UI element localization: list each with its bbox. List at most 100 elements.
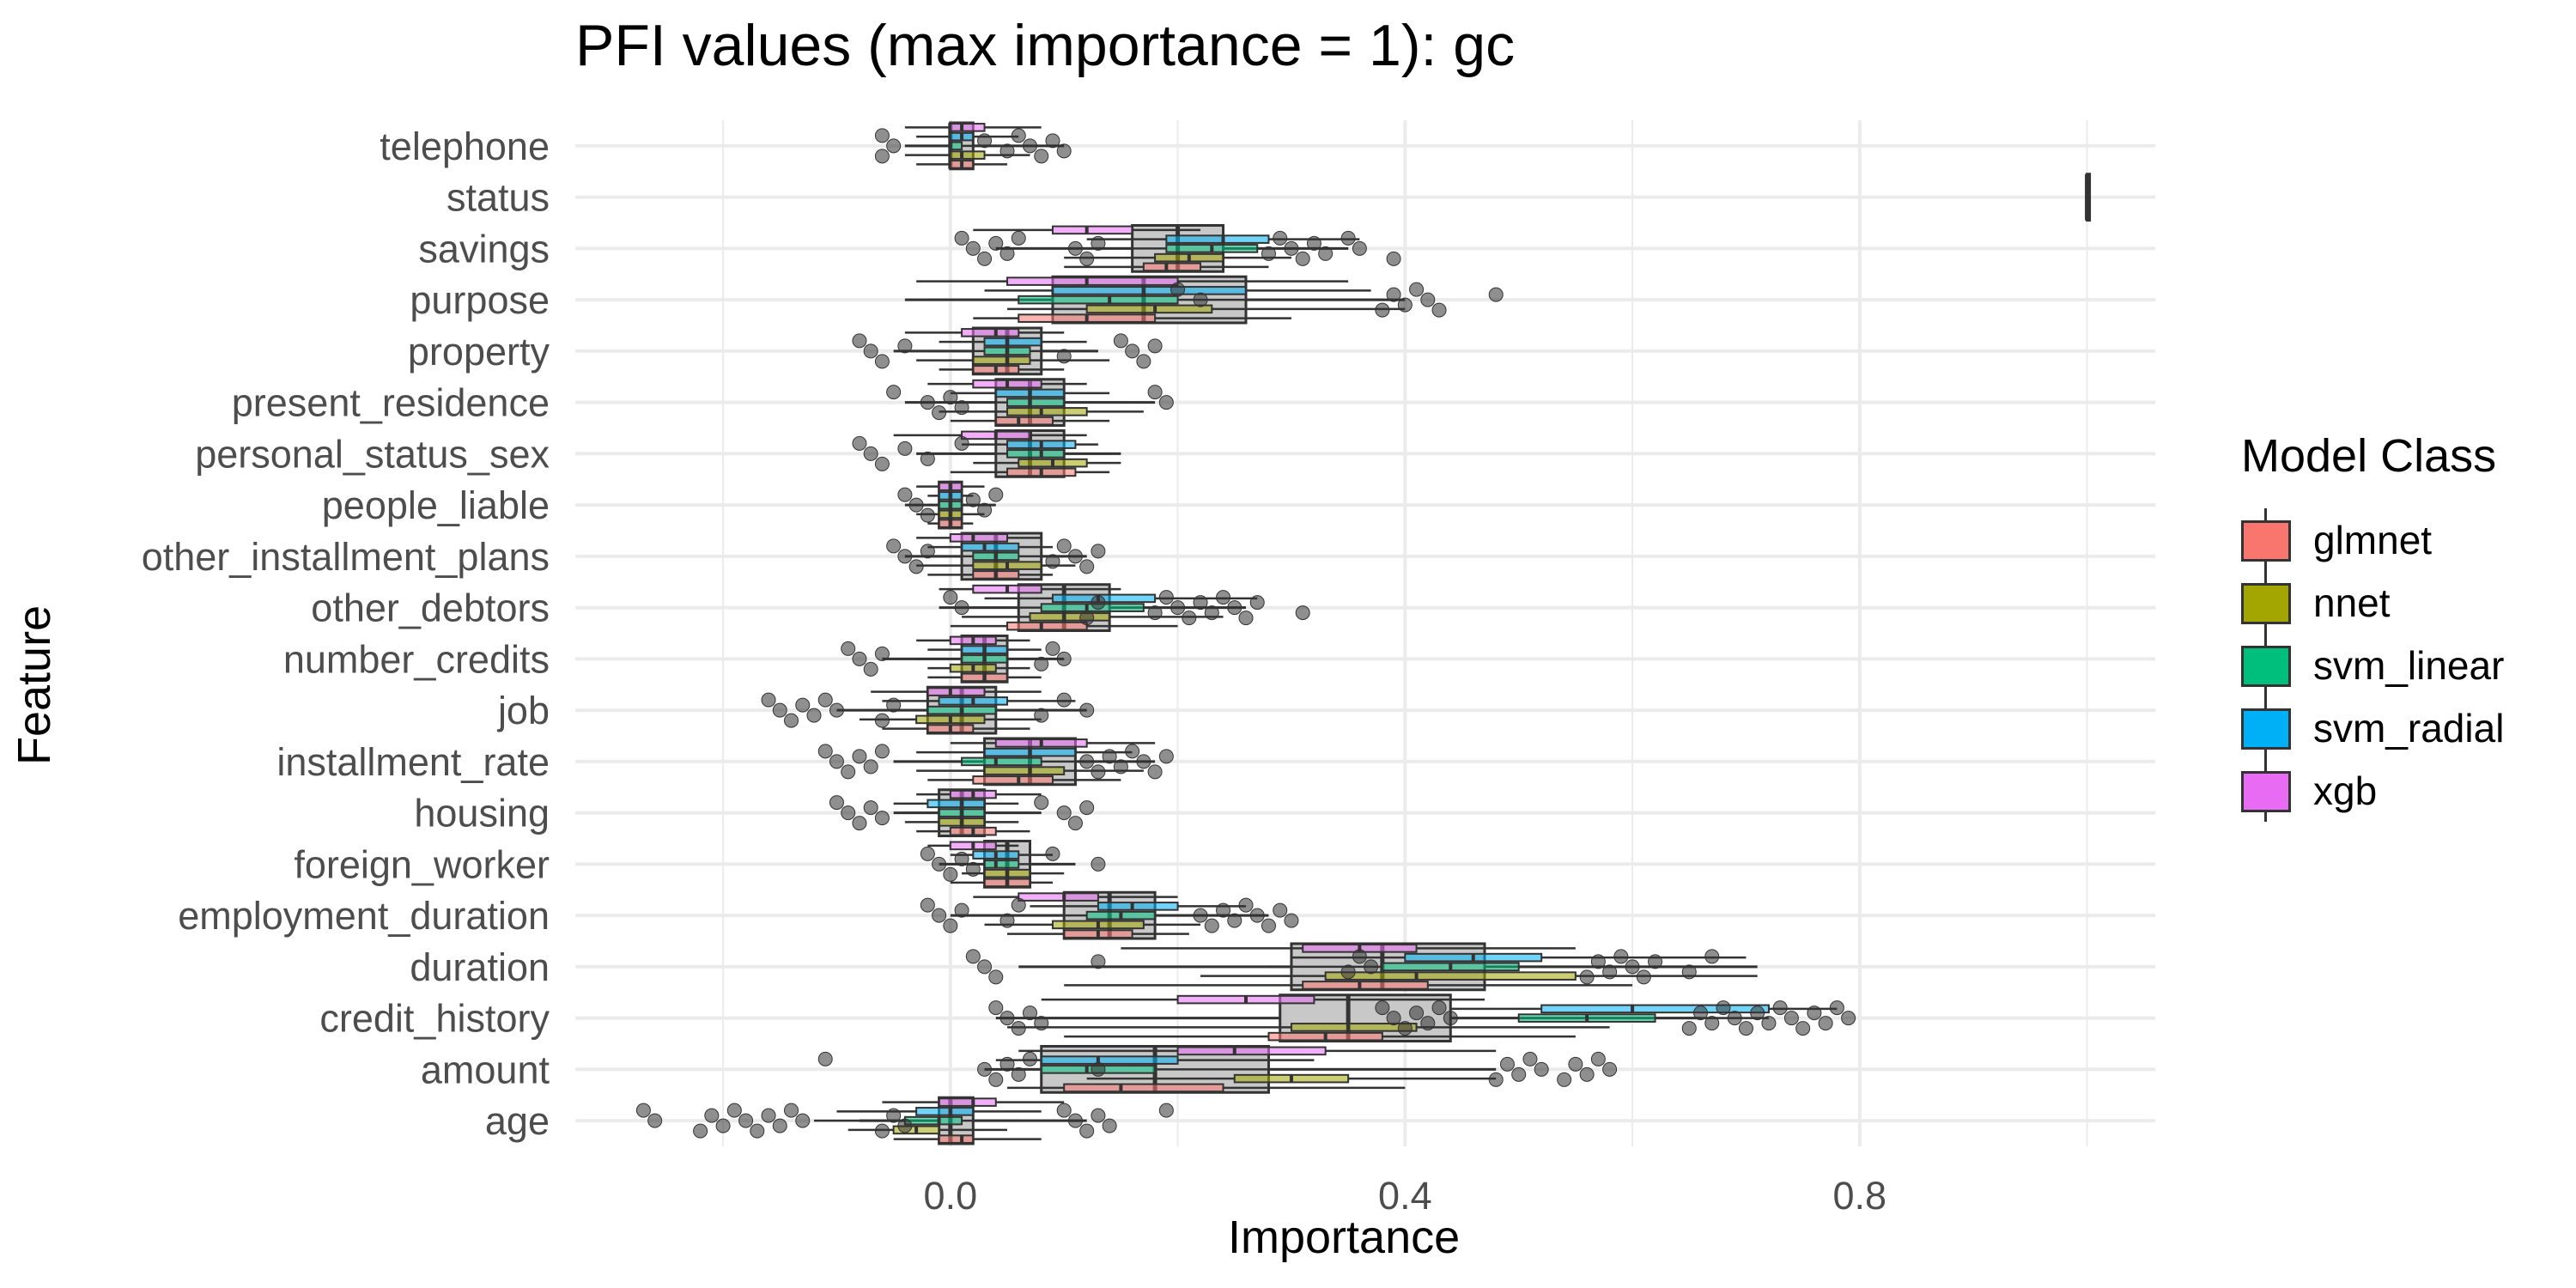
outlier-point (977, 133, 993, 149)
chart-title: PFI values (max importance = 1): gc (575, 13, 1516, 78)
outlier-point (1091, 954, 1106, 969)
model-box-nnet (949, 150, 986, 160)
model-box-svm_radial (983, 337, 1042, 347)
outlier-point (1295, 605, 1310, 621)
outlier-point (1261, 918, 1276, 933)
outlier-point (1738, 1021, 1753, 1036)
feature-box-group (954, 223, 1401, 273)
y-tick-label: number_credits (283, 637, 550, 681)
outlier-point (1147, 385, 1163, 400)
outlier-point (886, 697, 902, 713)
outlier-point (999, 143, 1015, 159)
outlier-point (1761, 1016, 1777, 1031)
feature-box-group (897, 480, 1004, 530)
outlier-point (863, 343, 878, 359)
y-tick-label: age (485, 1099, 550, 1143)
outlier-point (988, 969, 1004, 985)
outlier-point (1056, 651, 1072, 666)
outlier-point (1067, 816, 1083, 831)
legend-key (2241, 759, 2291, 822)
outlier-point (841, 764, 856, 780)
outlier-point (1091, 764, 1106, 780)
outlier-point (1340, 230, 1356, 246)
model-box-nnet (1029, 612, 1111, 622)
outlier-point (1193, 908, 1208, 923)
model-box-svm_radial (961, 542, 1020, 552)
outlier-point (1125, 744, 1140, 759)
outlier-point (977, 251, 993, 266)
y-tick-label: property (408, 330, 550, 374)
outlier-point (1783, 1011, 1799, 1026)
outlier-point (1693, 1005, 1709, 1021)
outlier-point (886, 538, 902, 554)
outlier-point (784, 1103, 799, 1118)
outlier-point (1841, 1011, 1856, 1026)
y-tick-label: foreign_worker (294, 842, 550, 886)
outlier-point (1045, 133, 1060, 149)
model-box-xgb (1176, 1046, 1327, 1056)
outlier-point (1227, 600, 1242, 616)
model-box-nnet (983, 766, 1066, 775)
outlier-point (784, 713, 799, 728)
y-tick-label: present_residence (232, 381, 550, 425)
outlier-point (726, 1103, 742, 1118)
outlier-point (1011, 897, 1026, 913)
outlier-point (943, 390, 958, 405)
outlier-point (954, 600, 969, 616)
outlier-point (999, 1056, 1015, 1072)
feature-box-group (761, 685, 1095, 735)
y-tick-label: personal_status_sex (195, 432, 550, 476)
outlier-point (954, 851, 969, 866)
y-tick-label: job (496, 689, 550, 732)
model-box-glmnet (972, 775, 1054, 785)
legend-label: xgb (2313, 768, 2378, 813)
model-box-xgb (949, 123, 986, 132)
outlier-point (1238, 611, 1254, 626)
feature-box-group (635, 1096, 1174, 1145)
outlier-point (1056, 1103, 1072, 1118)
outlier-point (977, 502, 993, 518)
outlier-point (1579, 1066, 1595, 1082)
outlier-point (920, 507, 935, 523)
outlier-point (1158, 1103, 1174, 1118)
x-axis-label: Importance (1228, 1212, 1461, 1263)
outlier-point (1022, 1005, 1037, 1021)
outlier-point (874, 456, 890, 471)
outlier-point (1364, 959, 1379, 975)
outlier-point (715, 1118, 731, 1133)
model-box-svm_radial (1051, 286, 1248, 295)
outlier-point (1022, 138, 1037, 154)
outlier-point (954, 230, 969, 246)
outlier-point (1034, 795, 1049, 811)
outlier-point (874, 811, 890, 826)
model-box-svm_linear (1006, 398, 1066, 407)
outlier-point (1227, 913, 1242, 928)
outlier-point (750, 1123, 765, 1139)
outlier-point (1079, 559, 1095, 574)
y-tick-label: amount (421, 1048, 550, 1091)
outlier-point (1170, 600, 1186, 616)
outlier-point (1579, 969, 1595, 985)
outlier-point (1499, 1056, 1515, 1072)
outlier-point (1681, 964, 1697, 980)
outlier-point (1091, 1108, 1106, 1123)
outlier-point (1261, 246, 1276, 261)
outlier-point (908, 559, 924, 574)
outlier-point (1034, 149, 1049, 164)
outlier-point (852, 651, 867, 666)
y-axis-label: Feature (9, 605, 60, 765)
model-box-svm_radial (927, 799, 986, 809)
model-box-svm_linear (1018, 295, 1179, 305)
outlier-point (1386, 1011, 1401, 1026)
legend-item: svm_linear (2241, 634, 2504, 696)
outlier-point (1170, 282, 1186, 297)
model-box-svm_linear (903, 1115, 963, 1126)
outlier-point (1045, 554, 1060, 569)
y-tick-label: other_installment_plans (142, 535, 550, 579)
outlier-point (1056, 143, 1072, 159)
outlier-point (1158, 749, 1174, 764)
x-tick-label: 0.0 (924, 1174, 978, 1218)
outlier-point (1420, 1016, 1436, 1031)
outlier-point (1511, 1066, 1527, 1082)
